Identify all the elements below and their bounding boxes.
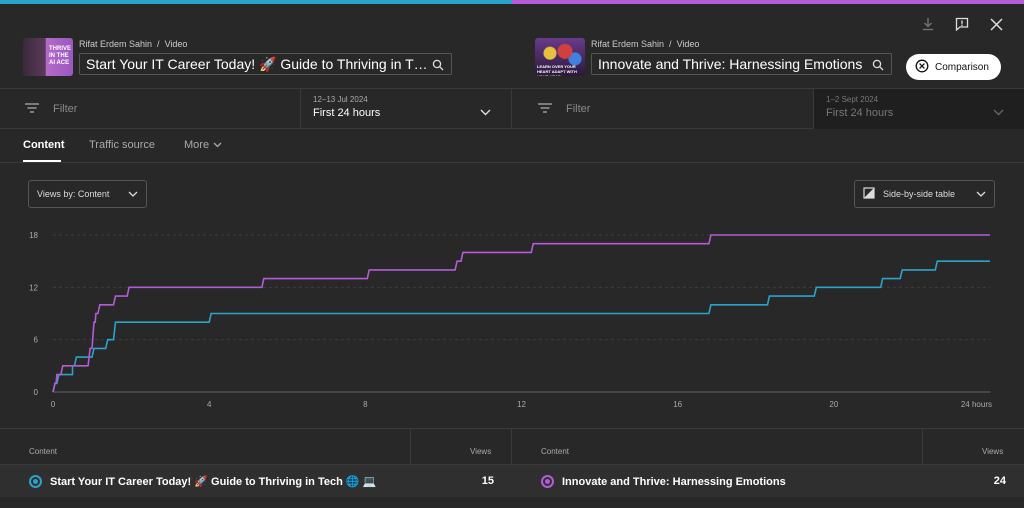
left-video-selector[interactable]: Start Your IT Career Today! 🚀 Guide to T… [79,53,452,75]
table-view-label: Side-by-side table [883,189,956,199]
views-by-label: Views by: Content [37,189,110,199]
left-breadcrumb: Rifat Erdem Sahin / Video [79,39,188,49]
column-divider [511,429,512,497]
left-accent-bar [0,0,512,4]
left-row-title: Start Your IT Career Today! 🚀 Guide to T… [50,476,377,488]
left-content-header: Content [29,447,58,456]
comparison-header: THRIVE IN THE AI ACE Rifat Erdem Sahin / V… [0,4,1024,88]
chevron-down-icon [213,139,222,151]
comparison-table: Content Views Content Views Start Your I… [0,428,1024,508]
right-video-series-line[interactable] [52,234,990,393]
y-tick-label: 6 [34,336,39,345]
x-tick-label: 20 [829,400,838,409]
filter-icon [538,102,552,116]
divider [511,89,512,129]
comparison-label: Comparison [935,61,989,73]
right-series-radio[interactable] [541,475,554,488]
table-view-icon [863,187,875,201]
left-period: First 24 hours [313,107,381,119]
left-filter-placeholder: Filter [53,103,78,115]
right-row-title: Innovate and Thrive: Harnessing Emotions [562,475,786,488]
x-tick-label: 0 [51,400,56,409]
chevron-down-icon [976,189,986,199]
chevron-down-icon [480,103,491,121]
right-video-header: LEARN OVER YOUR HEART ADAPT WITH YOUR HE… [512,4,1024,88]
x-tick-label: 16 [673,400,682,409]
left-date-range: 12–13 Jul 2024 [313,95,368,104]
active-tab-indicator [23,160,61,162]
divider [813,89,814,129]
left-video-thumbnail[interactable]: THRIVE IN THE AI ACE [23,38,73,76]
right-content-header: Content [541,447,570,456]
feedback-icon[interactable] [954,16,970,32]
table-row[interactable]: Start Your IT Career Today! 🚀 Guide to T… [0,464,1024,497]
tab-content[interactable]: Content [23,139,65,151]
right-row-content[interactable]: Innovate and Thrive: Harnessing Emotions [541,465,786,498]
search-icon[interactable] [872,58,884,74]
left-thumbnail-text: THRIVE IN THE AI ACE [49,46,72,66]
right-video-selector[interactable]: Innovate and Thrive: Harnessing Emotions [591,53,892,75]
y-tick-label: 18 [29,231,38,240]
tab-bar: Content Traffic source More [0,129,1024,163]
right-channel-name[interactable]: Rifat Erdem Sahin [591,39,665,49]
right-content-type: Video [676,39,700,49]
right-accent-bar [512,0,1024,4]
table-view-select[interactable]: Side-by-side table [854,180,995,208]
right-video-title: Innovate and Thrive: Harnessing Emotions [598,56,863,72]
column-divider [410,429,411,497]
right-date-picker[interactable]: 1–2 Sept 2024 First 24 hours [814,89,1024,129]
right-row-views: 24 [993,475,1006,487]
left-video-title: Start Your IT Career Today! 🚀 Guide to T… [86,55,428,72]
filter-row: Filter 12–13 Jul 2024 First 24 hours Fil… [0,88,1024,129]
search-icon[interactable] [432,58,444,74]
right-date-range: 1–2 Sept 2024 [826,95,879,104]
download-icon[interactable] [920,16,936,32]
left-row-content[interactable]: Start Your IT Career Today! 🚀 Guide to T… [29,465,376,498]
chevron-down-icon [128,189,138,199]
right-views-header: Views [982,447,1004,456]
top-right-actions [920,16,1004,32]
x-tick-label: 4 [207,400,212,409]
right-video-thumbnail[interactable]: LEARN OVER YOUR HEART ADAPT WITH YOUR HE… [535,38,585,76]
right-thumbnail-text: LEARN OVER YOUR HEART ADAPT WITH YOUR HE… [537,64,577,76]
x-tick-label: 8 [363,400,368,409]
table-header: Content Views Content Views [0,429,1024,464]
left-filter[interactable]: Filter [25,89,77,129]
right-period: First 24 hours [826,107,894,119]
y-tick-label: 0 [34,388,39,397]
left-video-header: THRIVE IN THE AI ACE Rifat Erdem Sahin / V… [0,4,512,88]
left-series-radio[interactable] [29,475,42,488]
left-date-picker[interactable]: 12–13 Jul 2024 First 24 hours [301,89,511,129]
chevron-down-icon [993,103,1004,121]
tab-traffic-source[interactable]: Traffic source [89,139,156,151]
column-divider [922,429,923,497]
views-by-select[interactable]: Views by: Content [28,180,147,208]
x-tick-label: 24 hours [961,400,992,409]
left-video-series-line[interactable] [52,260,990,393]
right-filter[interactable]: Filter [538,89,590,129]
close-circle-icon [915,59,929,76]
left-row-views: 15 [481,475,494,487]
tab-more-label: More [184,139,210,151]
views-line-chart[interactable]: 0 6 12 18 0 4 8 12 16 20 24 hours [0,222,1024,418]
y-tick-label: 12 [29,283,38,292]
x-tick-label: 12 [517,400,526,409]
right-filter-placeholder: Filter [566,103,591,115]
left-channel-name[interactable]: Rifat Erdem Sahin [79,39,153,49]
filter-icon [25,102,39,116]
tab-more[interactable]: More [184,139,222,151]
left-views-header: Views [470,447,492,456]
right-breadcrumb: Rifat Erdem Sahin / Video [591,39,700,49]
close-icon[interactable] [988,16,1004,32]
comparison-button[interactable]: Comparison [906,54,1001,80]
left-content-type: Video [164,39,188,49]
divider [300,89,301,129]
